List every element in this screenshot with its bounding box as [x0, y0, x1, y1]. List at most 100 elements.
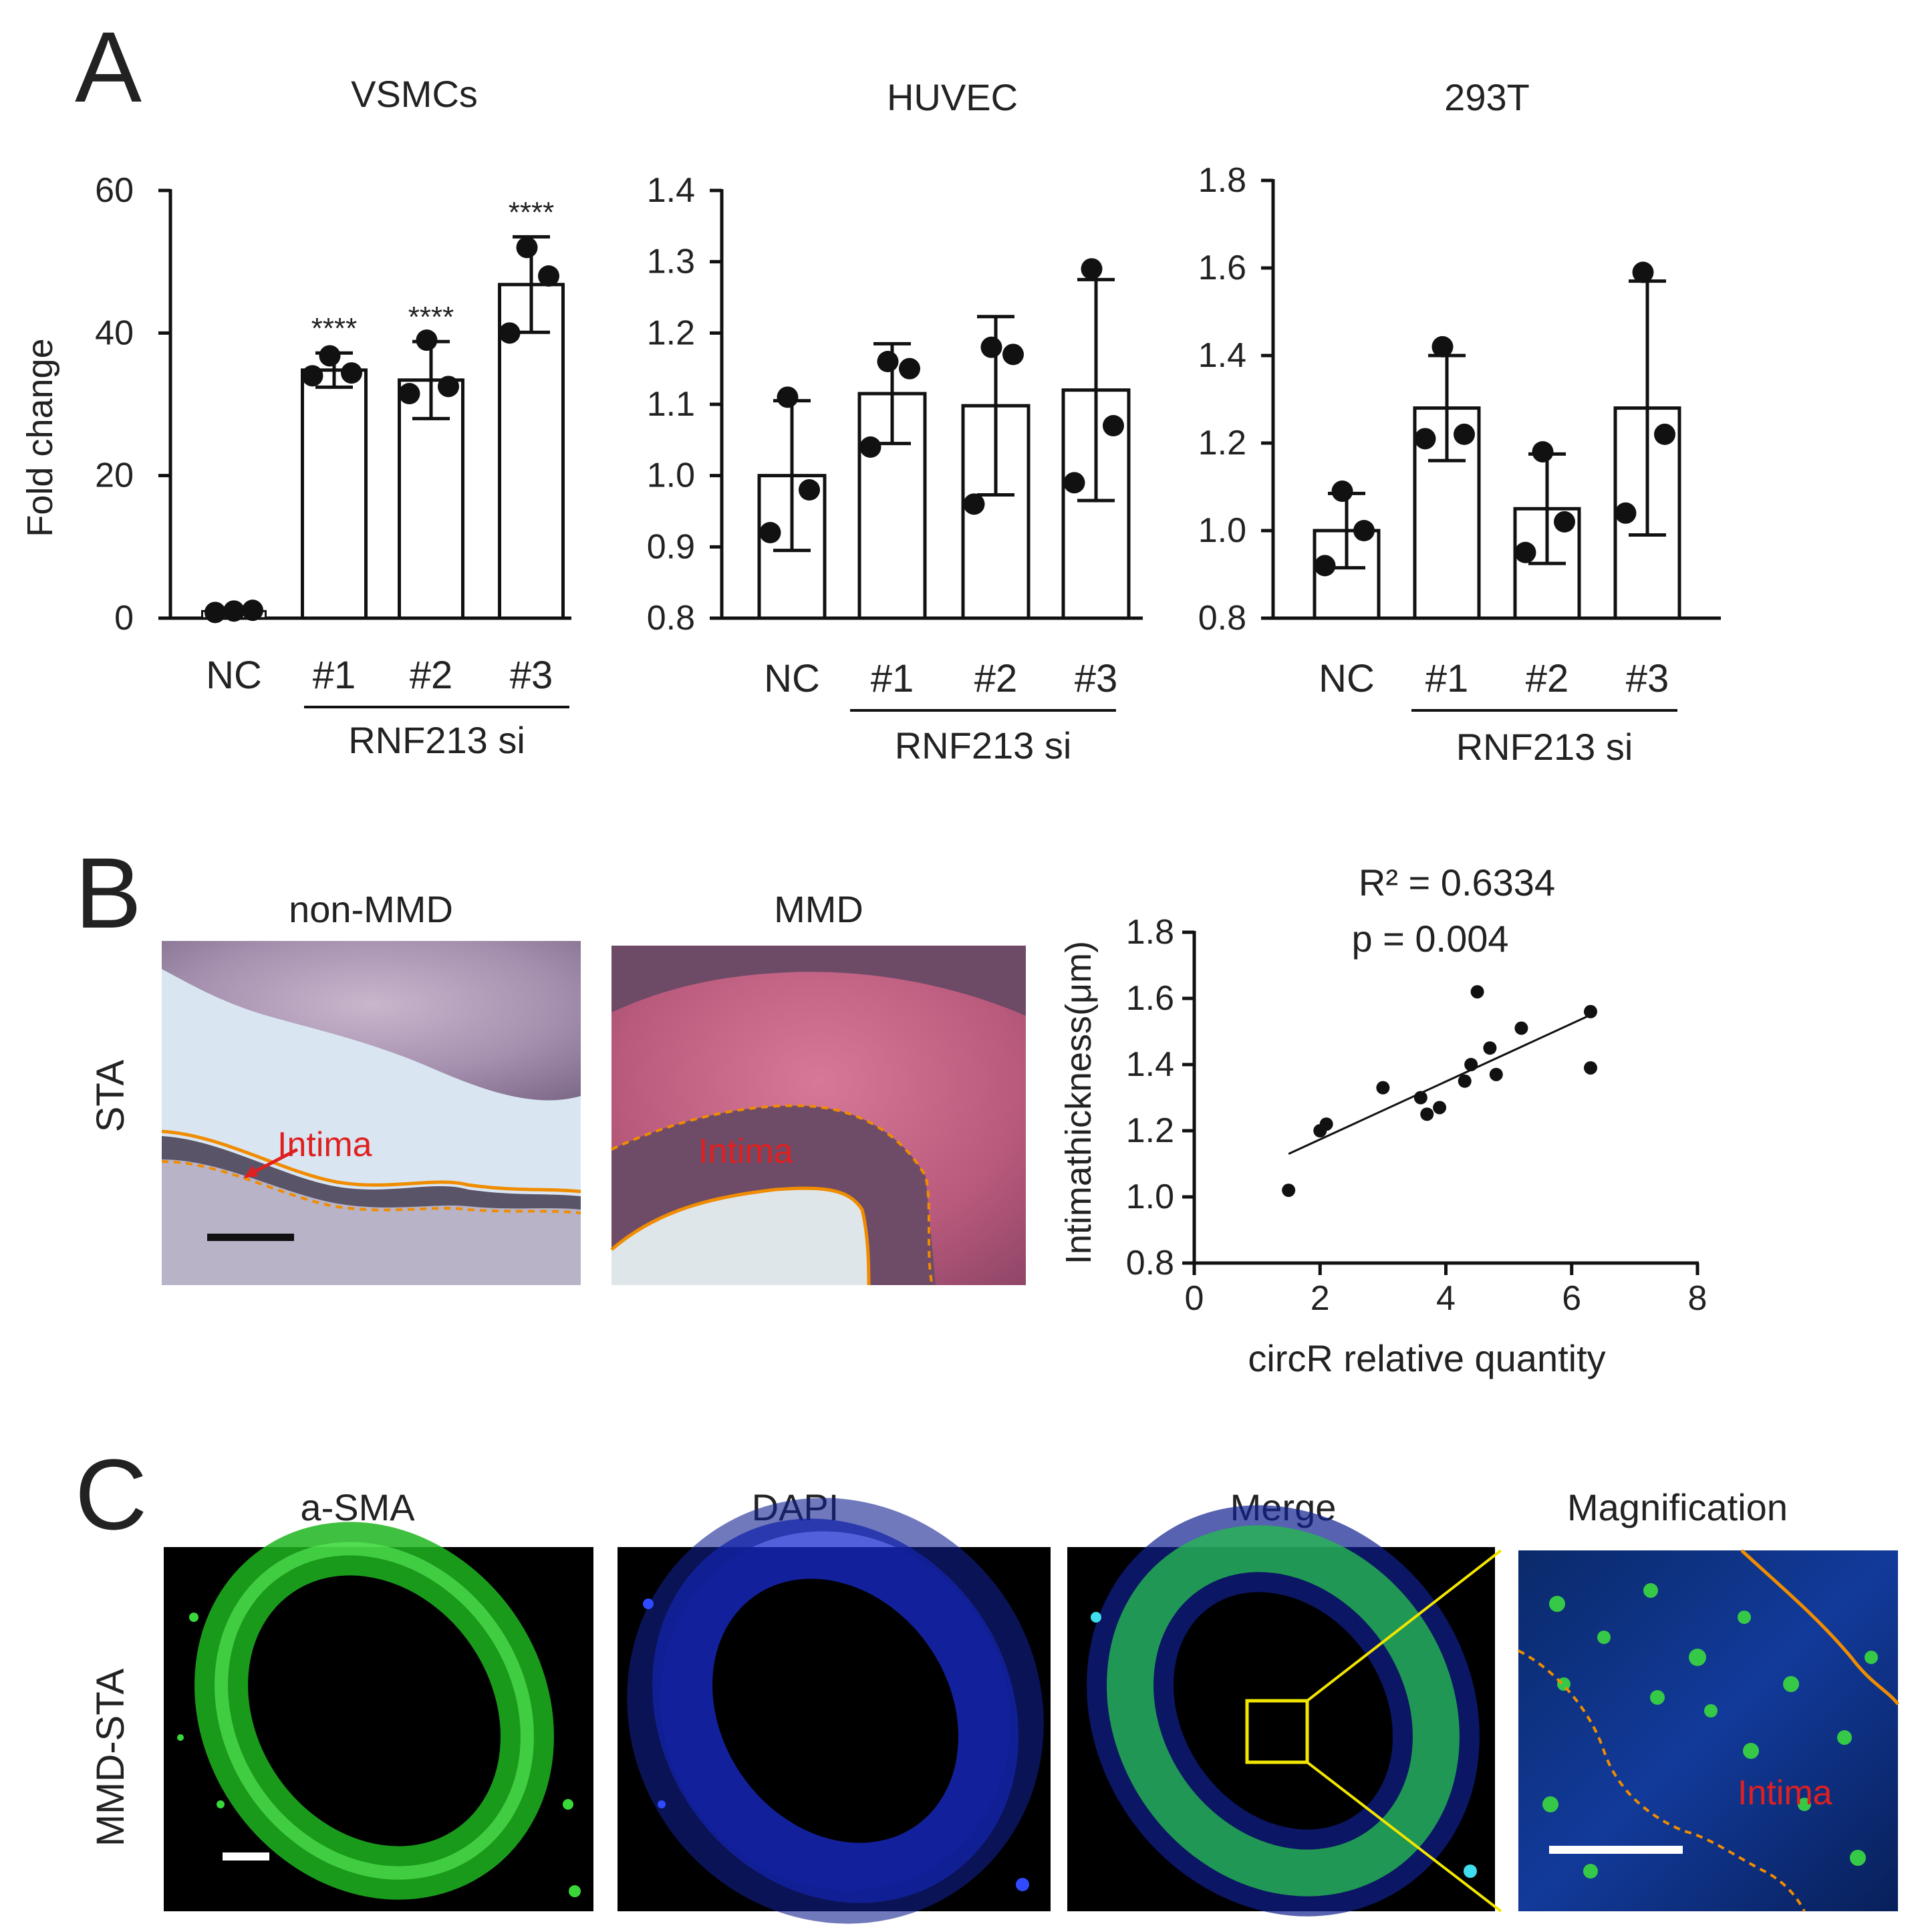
y-tick-label: 1.0 [647, 456, 695, 495]
category-label: #1 [871, 657, 914, 700]
image-title-a-sma: a-SMA [300, 1486, 415, 1528]
histology-image-non-mmd: Intima [161, 941, 581, 1285]
category-label: #2 [410, 654, 453, 697]
y-tick-label: 0.8 [647, 599, 695, 638]
data-point [499, 322, 521, 344]
data-point [1532, 441, 1554, 463]
row-label-mmd-sta: MMD-STA [89, 1669, 132, 1847]
data-point [1414, 428, 1436, 450]
data-point [1514, 541, 1536, 563]
y-tick-label: 40 [95, 313, 134, 352]
data-point [319, 345, 341, 367]
data-point [1314, 555, 1336, 577]
fluorescence-image-merge [1067, 1505, 1502, 1917]
data-point [1470, 985, 1484, 999]
data-point [1376, 1081, 1390, 1095]
group-label: RNF213 si [348, 719, 525, 761]
significance-label: **** [408, 301, 454, 333]
y-tick-label: 1.3 [647, 243, 695, 281]
data-point [341, 362, 362, 384]
data-point [1282, 1184, 1296, 1198]
x-axis-label: circR relative quantity [1248, 1337, 1605, 1379]
data-point [899, 358, 920, 380]
category-label: #3 [510, 654, 553, 697]
data-point [1514, 1021, 1528, 1035]
data-point [242, 599, 263, 622]
x-tick-label: 4 [1436, 1279, 1456, 1318]
y-tick-label: 1.8 [1198, 161, 1246, 200]
y-tick-label: 1.4 [1126, 1045, 1174, 1084]
data-point [1554, 511, 1575, 533]
y-tick-label: 1.2 [1198, 424, 1246, 462]
x-tick-label: 6 [1562, 1279, 1581, 1318]
bar [301, 368, 368, 620]
chart-title: VSMCs [351, 73, 478, 115]
y-tick-label: 1.6 [1198, 249, 1246, 287]
data-point [1615, 502, 1637, 524]
data-point [204, 601, 226, 624]
scale-bar-b [207, 1234, 294, 1241]
category-label: #3 [1075, 657, 1118, 700]
data-point [1464, 1058, 1478, 1071]
category-label: #2 [1526, 657, 1569, 700]
category-label: #3 [1626, 657, 1669, 700]
y-tick-label: 1.0 [1198, 511, 1246, 550]
y-tick-label: 1.6 [1126, 979, 1174, 1018]
histology-image-mmd: Intima [610, 946, 1026, 1286]
data-point [1431, 335, 1454, 358]
image-title-mmd: MMD [774, 888, 863, 930]
panel-letter-c: C [75, 1438, 147, 1550]
significance-label: **** [311, 312, 358, 345]
y-tick-label: 0.9 [647, 527, 695, 566]
data-point [1002, 343, 1024, 366]
row-label-sta: STA [89, 1059, 132, 1132]
data-point [859, 436, 881, 458]
data-point [759, 522, 781, 543]
data-point [777, 386, 799, 408]
data-point [1413, 1091, 1427, 1105]
data-point [438, 376, 459, 398]
y-tick-label: 0 [114, 599, 134, 638]
scale-bar-c1 [223, 1852, 269, 1860]
y-axis-label: Fold change [20, 338, 60, 537]
image-title-magnification: Magnification [1567, 1486, 1788, 1528]
group-label: RNF213 si [895, 724, 1072, 767]
y-tick-label: 1.1 [647, 385, 695, 424]
significance-label: **** [509, 196, 555, 229]
data-point [223, 600, 245, 622]
annotation-intima-non-mmd: Intima [277, 1125, 372, 1164]
data-point [416, 329, 438, 351]
fluorescence-image-magnification: Intima [1518, 1549, 1899, 1912]
scale-bar-c2 [1549, 1846, 1683, 1854]
data-point [1063, 472, 1085, 494]
data-point [877, 351, 899, 372]
data-point [980, 336, 1002, 358]
data-point [1458, 1074, 1472, 1088]
y-tick-label: 1.4 [647, 171, 695, 210]
y-tick-label: 60 [95, 171, 134, 210]
chart-title: 293T [1444, 76, 1530, 118]
y-tick-label: 1.4 [1198, 336, 1246, 375]
panel-c-images: MMD-STA a-SMA DAPI Merge Magnification [89, 1486, 1899, 1924]
chart-title: HUVEC [887, 76, 1018, 118]
annotation-intima-magnification: Intima [1738, 1774, 1832, 1812]
annotation-intima-mmd: Intima [698, 1132, 793, 1171]
bar-chart-vsmcs: VSMCs Fold change 0 20 40 60 NC **** #1 **** #2 ***… [20, 73, 571, 761]
data-point [1489, 1067, 1503, 1081]
data-point [799, 479, 820, 501]
data-point [1433, 1101, 1447, 1115]
x-tick-label: 8 [1688, 1279, 1707, 1318]
y-tick-label: 20 [95, 456, 134, 495]
data-point [398, 383, 420, 404]
data-point [516, 237, 538, 259]
data-point [1103, 415, 1124, 436]
data-point [1331, 480, 1353, 503]
y-tick-label: 0.8 [1198, 599, 1246, 638]
category-label: NC [206, 654, 262, 697]
scatter-chart-intima: 0.8 1.0 1.2 1.4 1.6 1.8 0 2 4 6 8 circR relative qu… [1059, 861, 1707, 1379]
x-tick-label: 0 [1185, 1279, 1204, 1318]
y-tick-label: 0.8 [1126, 1244, 1174, 1282]
zoom-box [1245, 1699, 1309, 1764]
fluorescence-image-a-sma [164, 1522, 593, 1911]
